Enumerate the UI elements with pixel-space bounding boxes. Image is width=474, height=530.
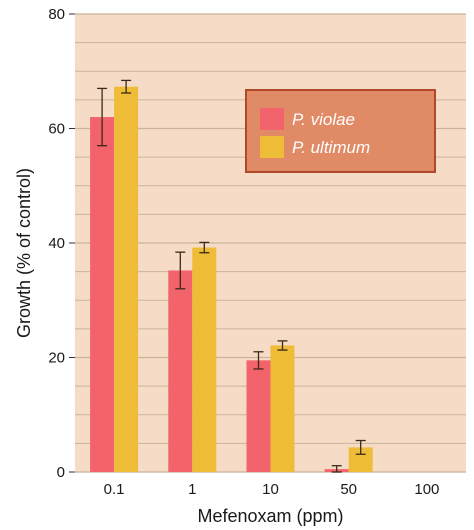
x-tick-label: 1 [188, 481, 196, 498]
legend: P. violae P. ultimum [245, 89, 436, 173]
y-tick-label: 40 [48, 235, 65, 252]
y-tick-label: 80 [48, 6, 65, 23]
legend-swatch-p-violae [260, 108, 284, 130]
bar-p-violae-10 [246, 360, 271, 472]
y-axis-title: Growth (% of control) [14, 168, 34, 338]
x-tick-label: 50 [340, 481, 357, 498]
y-tick-label: 0 [57, 464, 65, 481]
x-tick-label: 0.1 [104, 481, 125, 498]
bar-p-ultimum-0-1 [114, 86, 139, 473]
legend-box [245, 89, 436, 173]
bar-p-ultimum-10 [270, 345, 295, 472]
bar-p-violae-1 [168, 270, 193, 472]
bars [90, 79, 373, 473]
y-tick-label: 20 [48, 350, 65, 367]
legend-label-p-violae: P. violae [292, 110, 355, 129]
bar-p-ultimum-1 [192, 247, 217, 472]
x-axis-title: Mefenoxam (ppm) [197, 506, 343, 526]
legend-swatch-p-ultimum [260, 136, 284, 158]
x-axis-ticks: 0.1 1 10 50 100 [104, 481, 440, 498]
y-tick-label: 60 [48, 121, 65, 138]
x-tick-label: 10 [262, 481, 279, 498]
x-tick-label: 100 [414, 481, 439, 498]
y-axis-ticks: 0 20 40 60 80 [48, 6, 75, 481]
bar-p-violae-0-1 [90, 117, 115, 473]
legend-label-p-ultimum: P. ultimum [292, 138, 370, 157]
